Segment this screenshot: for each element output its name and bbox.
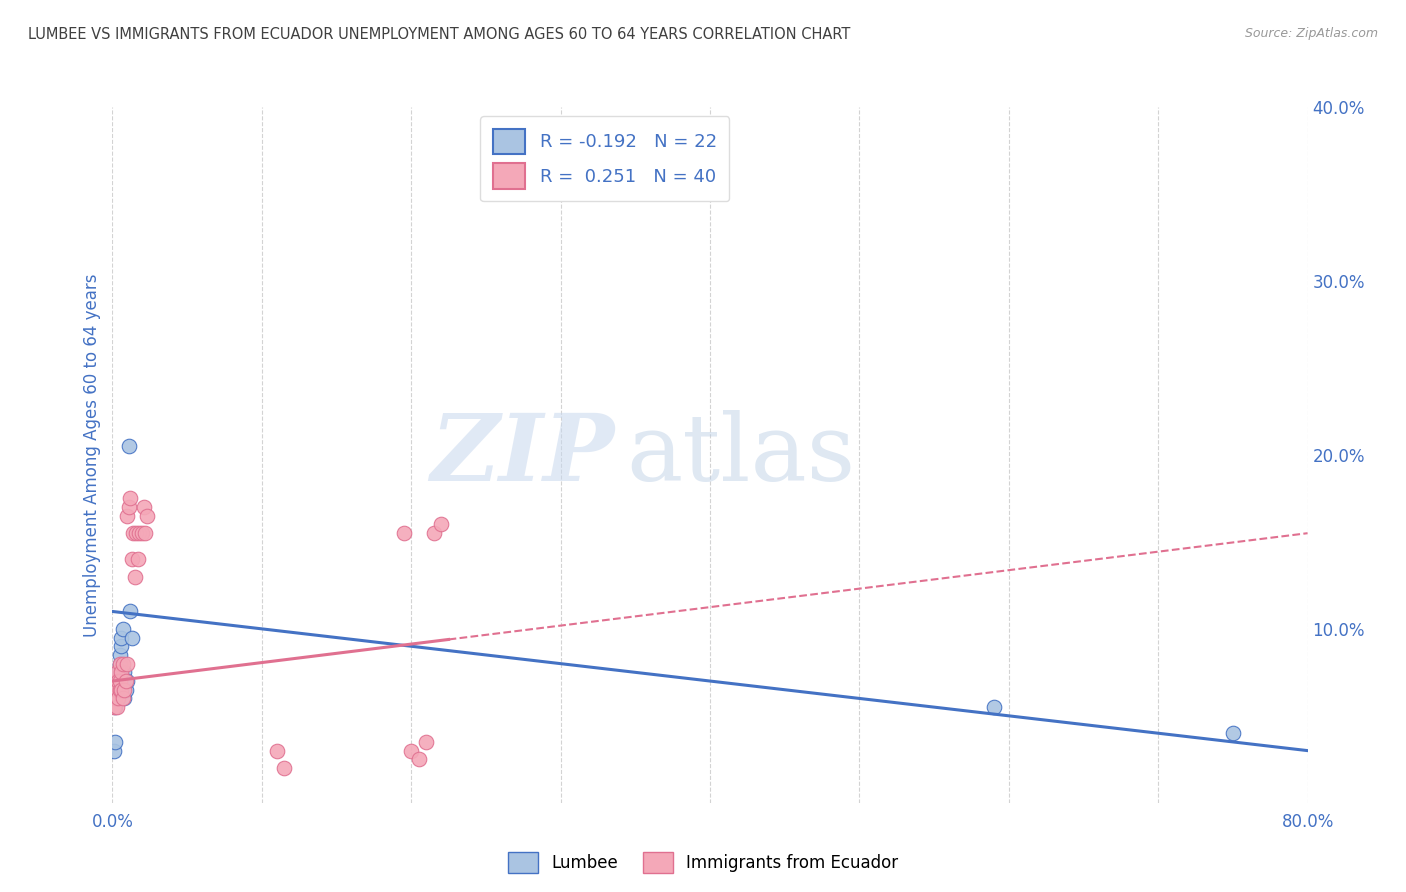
Text: ZIP: ZIP [430,410,614,500]
Point [103,682,125,697]
Text: atlas: atlas [626,410,856,500]
Point [127,552,149,566]
Point [128,526,150,541]
Point [1222,726,1244,740]
Point [125,526,148,541]
Point [103,744,125,758]
Point [134,526,156,541]
Point [105,665,128,680]
Point [105,700,128,714]
Point [115,674,138,689]
Point [110,639,132,653]
Point [110,682,132,697]
Point [121,552,143,566]
Text: Source: ZipAtlas.com: Source: ZipAtlas.com [1244,27,1378,40]
Legend: Lumbee, Immigrants from Ecuador: Lumbee, Immigrants from Ecuador [501,846,905,880]
Point [104,700,127,714]
Point [107,691,129,706]
Point [103,700,125,714]
Point [108,657,131,671]
Point [105,682,128,697]
Point [105,682,128,697]
Point [104,735,127,749]
Point [120,605,142,619]
Point [401,744,423,758]
Point [430,517,453,532]
Point [111,657,134,671]
Point [273,761,295,775]
Point [122,526,145,541]
Point [110,631,132,645]
Point [131,526,153,541]
Point [115,682,138,697]
Point [132,500,155,514]
Point [114,682,135,697]
Point [104,674,127,689]
Point [120,491,142,506]
Point [408,752,430,766]
Point [111,682,134,697]
Point [121,631,143,645]
Point [107,665,129,680]
Point [118,439,141,453]
Point [107,674,129,689]
Legend: R = -0.192   N = 22, R =  0.251   N = 40: R = -0.192 N = 22, R = 0.251 N = 40 [479,116,730,202]
Point [124,570,146,584]
Point [392,526,415,541]
Point [108,648,131,662]
Point [118,500,141,514]
Point [104,691,127,706]
Point [105,691,128,706]
Point [266,744,288,758]
Point [117,508,139,523]
Point [983,700,1005,714]
Point [117,674,139,689]
Point [117,657,139,671]
Point [108,674,131,689]
Point [108,657,131,671]
Point [110,665,132,680]
Point [108,682,131,697]
Point [114,691,135,706]
Point [114,665,135,680]
Point [422,526,444,541]
Y-axis label: Unemployment Among Ages 60 to 64 years: Unemployment Among Ages 60 to 64 years [83,273,101,637]
Point [111,622,134,636]
Point [135,508,157,523]
Point [415,735,437,749]
Point [111,691,134,706]
Text: LUMBEE VS IMMIGRANTS FROM ECUADOR UNEMPLOYMENT AMONG AGES 60 TO 64 YEARS CORRELA: LUMBEE VS IMMIGRANTS FROM ECUADOR UNEMPL… [28,27,851,42]
Point [107,674,129,689]
